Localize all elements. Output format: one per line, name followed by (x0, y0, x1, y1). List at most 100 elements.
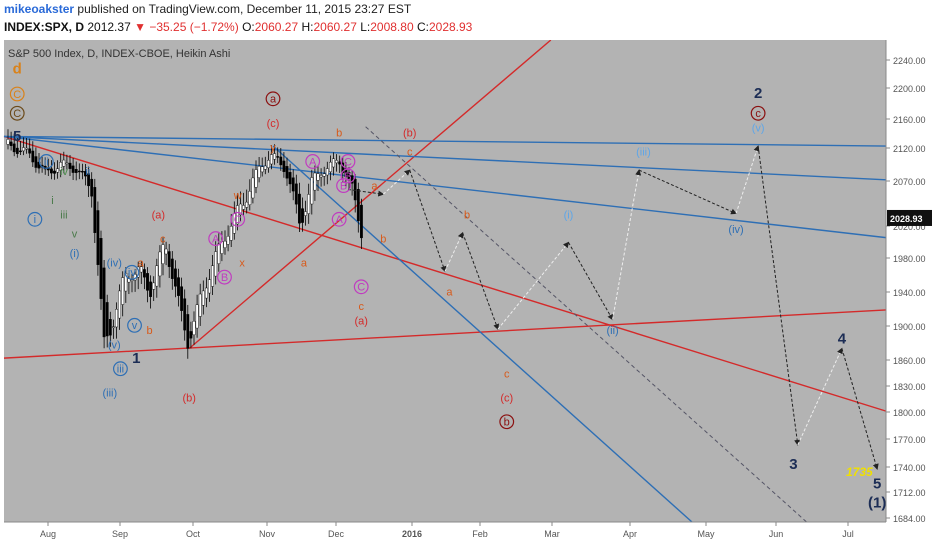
price-tick-label: 1800.00 (893, 408, 926, 418)
low-value: 2008.80 (370, 20, 414, 34)
wave-label: (ii) (606, 325, 618, 337)
candle-body (217, 243, 221, 264)
candle-body (189, 331, 193, 339)
time-tick-label: Sep (112, 529, 128, 539)
last-price-marker (887, 209, 932, 226)
candle-body (214, 251, 218, 277)
projection-arrow (757, 145, 801, 446)
candle-body (99, 238, 103, 299)
wave-label-ring (336, 178, 351, 193)
candle-body (270, 154, 273, 165)
chart-area[interactable]: S&P 500 Index, D, INDEX-CBOE, Heikin Ash… (0, 39, 932, 550)
wave-label: (b) (403, 127, 416, 139)
wave-label: y (270, 142, 276, 154)
candle-body (115, 309, 118, 328)
trend-line (3, 135, 887, 181)
wave-label-ring (217, 269, 232, 285)
candle-body (192, 321, 196, 336)
last-price-label: 2028.93 (890, 214, 923, 224)
candle-body (87, 173, 91, 187)
close-label: C: (416, 20, 429, 34)
trend-lines (3, 39, 887, 523)
wave-label: c (160, 233, 166, 245)
candle-body (142, 269, 146, 278)
wave-label: A (212, 233, 220, 245)
open-value: 2060.27 (254, 20, 299, 34)
candle-body (77, 170, 81, 173)
wave-label: (iv) (107, 258, 122, 270)
candle-body (198, 293, 202, 317)
price-change: −35.25 (−1.72%) (149, 20, 239, 34)
price-tick-label: 1860.00 (893, 356, 926, 366)
price-tick-label: 2120.00 (893, 144, 926, 154)
wave-label-ring (331, 211, 347, 227)
candle-body (260, 166, 264, 173)
candle-body (195, 304, 199, 329)
time-tick-label: Aug (40, 529, 56, 539)
candle-body (28, 148, 32, 154)
trend-line (3, 135, 887, 412)
wave-label: b (336, 127, 342, 139)
wave-label: (iv) (728, 224, 743, 236)
price-tick-label: 2020.00 (893, 222, 926, 232)
candle-body (12, 143, 16, 153)
wave-label: (iii) (103, 388, 118, 400)
candle-body (294, 183, 298, 205)
candle-body (22, 147, 25, 152)
wave-label: (a) (152, 209, 165, 221)
candle-body (267, 160, 270, 168)
chart-title: S&P 500 Index, D, INDEX-CBOE, Heikin Ash… (8, 48, 230, 60)
wave-label: C (13, 89, 21, 101)
candle-body (15, 147, 19, 154)
wave-label: (1) (868, 495, 886, 512)
wave-label: C (234, 214, 242, 226)
time-tick-label: Mar (544, 529, 560, 539)
candle-body (124, 273, 128, 292)
candle-body (310, 177, 314, 205)
candle-body (285, 166, 289, 179)
wave-label: b (380, 233, 386, 245)
candle-body (319, 175, 323, 178)
candle-body (9, 141, 13, 146)
wave-label: 5 (13, 128, 21, 145)
candle-body (152, 282, 156, 290)
wave-label: ii (85, 166, 90, 178)
wave-label: ii (44, 156, 49, 168)
wave-label: 4 (838, 331, 847, 348)
wave-label-ring (340, 168, 356, 184)
author-link[interactable]: mikeoakster (4, 2, 75, 16)
candle-body (105, 302, 109, 337)
candle-body (325, 168, 329, 176)
projection-paths (347, 145, 879, 470)
wave-label: b (504, 417, 510, 429)
candle-body (50, 168, 53, 174)
candle-body (208, 279, 211, 294)
price-tick-label: 2240.00 (893, 56, 926, 66)
candle-body (316, 173, 320, 181)
price-tick-label: 1900.00 (893, 322, 926, 332)
wave-label: 3 (789, 456, 797, 473)
candle-body (111, 326, 115, 328)
candle-body (102, 267, 106, 338)
price-tick-label: 2200.00 (893, 84, 926, 94)
high-label: H: (301, 20, 314, 34)
price-tick-label: 1770.00 (893, 435, 926, 445)
wave-label: a (371, 180, 378, 192)
wave-label-ring (38, 154, 54, 169)
candle-body (322, 173, 326, 177)
wave-label: (b) (182, 393, 195, 405)
trend-line (272, 145, 693, 523)
candle-body (19, 150, 22, 153)
wave-label-ring (353, 279, 369, 295)
wave-label: C (13, 108, 21, 120)
time-tick-label: Jul (842, 529, 854, 539)
projection-arrow (638, 169, 737, 215)
trend-line (365, 126, 807, 523)
trend-line (3, 135, 887, 147)
wave-label: d (13, 61, 22, 78)
last-price: 2012.37 (87, 20, 131, 34)
candle-body (229, 226, 233, 241)
price-tick-label: 1940.00 (893, 288, 926, 298)
time-tick-label: Nov (259, 529, 276, 539)
quote-line: INDEX:SPX, D 2012.37 ▼ −35.25 (−1.72%) O… (4, 20, 472, 36)
